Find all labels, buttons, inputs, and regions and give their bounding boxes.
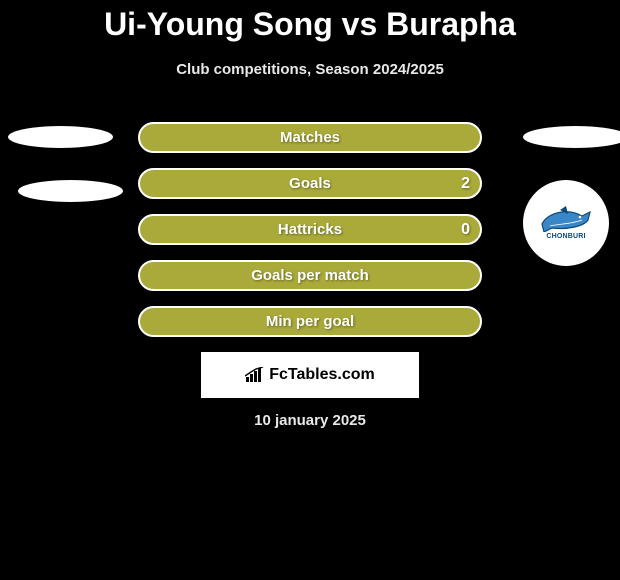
branding-banner: FcTables.com: [201, 352, 419, 398]
club-logo: CHONBURI: [523, 180, 609, 266]
bar-label: Goals per match: [140, 267, 480, 284]
chart-icon: [245, 367, 265, 383]
bar-goals: Goals 2: [138, 168, 482, 199]
bar-min-per-goal: Min per goal: [138, 306, 482, 337]
bar-matches: Matches: [138, 122, 482, 153]
player-left-avatar-placeholder-2: [18, 180, 123, 202]
subtitle: Club competitions, Season 2024/2025: [0, 61, 620, 78]
club-logo-inner: CHONBURI: [538, 206, 594, 240]
bar-label: Matches: [140, 129, 480, 146]
player-right-avatar-placeholder-1: [523, 126, 620, 148]
bar-value-right: 0: [461, 221, 470, 239]
bar-label: Goals: [140, 175, 480, 192]
club-logo-text: CHONBURI: [546, 233, 585, 240]
branding-text: FcTables.com: [269, 366, 375, 384]
bar-label: Hattricks: [140, 221, 480, 238]
shark-icon: [538, 206, 594, 232]
footer-date: 10 january 2025: [0, 412, 620, 429]
comparison-bars: Matches Goals 2 Hattricks 0 Goals per ma…: [138, 122, 482, 352]
bar-label: Min per goal: [140, 313, 480, 330]
page-title: Ui-Young Song vs Burapha: [0, 0, 620, 43]
bar-goals-per-match: Goals per match: [138, 260, 482, 291]
bar-hattricks: Hattricks 0: [138, 214, 482, 245]
player-left-avatar-placeholder-1: [8, 126, 113, 148]
branding-inner: FcTables.com: [245, 366, 375, 384]
bar-value-right: 2: [461, 175, 470, 193]
